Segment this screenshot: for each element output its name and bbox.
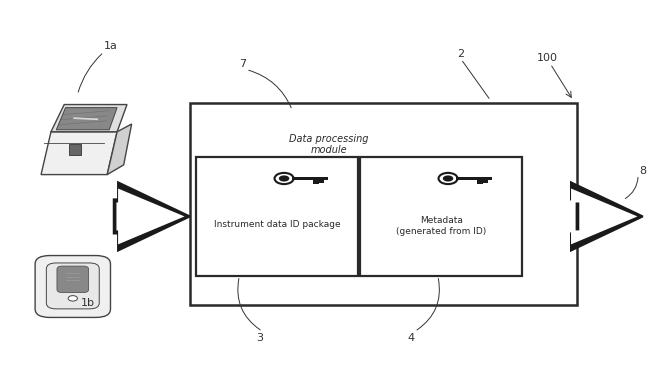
Text: 100: 100 [537, 53, 558, 63]
Polygon shape [571, 189, 637, 244]
Bar [483, 180, 488, 183]
Bar [70, 144, 82, 155]
Polygon shape [114, 182, 190, 250]
Polygon shape [41, 132, 117, 174]
Text: Metadata
(generated from ID): Metadata (generated from ID) [396, 216, 487, 236]
Bar [361, 157, 523, 276]
Polygon shape [571, 182, 643, 250]
Bar [323, 177, 328, 180]
Bar [456, 177, 491, 180]
Text: 4: 4 [408, 333, 415, 343]
FancyBboxPatch shape [35, 256, 110, 318]
Circle shape [274, 173, 293, 184]
Circle shape [279, 175, 290, 181]
Bar [477, 180, 483, 184]
Circle shape [68, 296, 78, 301]
Circle shape [438, 173, 457, 184]
Text: 1b: 1b [80, 298, 94, 308]
Bar [313, 180, 319, 184]
Polygon shape [51, 105, 127, 132]
Polygon shape [116, 189, 185, 244]
Bar [319, 180, 324, 183]
Bar [197, 157, 359, 276]
Bar [190, 103, 576, 305]
Polygon shape [107, 124, 131, 174]
Text: 7: 7 [239, 59, 246, 69]
Text: Instrument data ID package: Instrument data ID package [214, 220, 341, 229]
Circle shape [443, 175, 454, 181]
Text: Data processing
module: Data processing module [290, 134, 369, 155]
FancyBboxPatch shape [57, 266, 89, 292]
Polygon shape [56, 108, 117, 130]
Text: 8: 8 [639, 166, 647, 176]
Text: 2: 2 [457, 49, 465, 59]
FancyBboxPatch shape [46, 263, 99, 309]
Bar [292, 177, 327, 180]
Text: 3: 3 [256, 333, 263, 343]
Bar [487, 177, 492, 180]
Text: 1a: 1a [104, 41, 118, 51]
